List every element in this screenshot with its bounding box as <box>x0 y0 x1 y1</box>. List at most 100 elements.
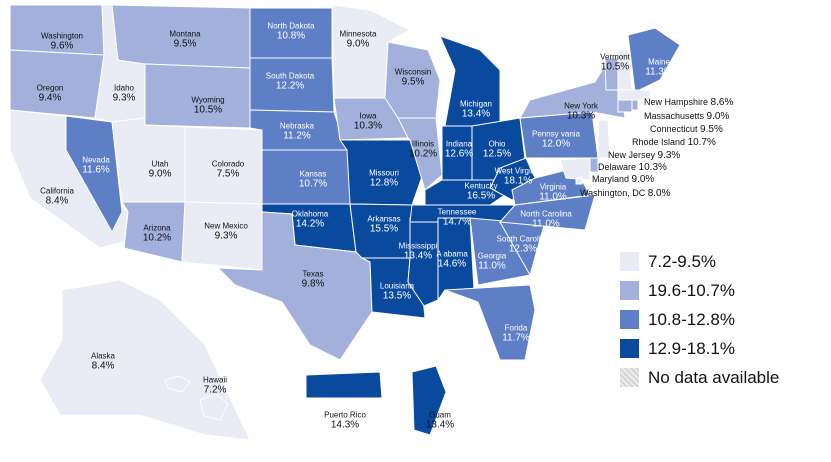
label-new-jersey-name: New Jersey <box>608 150 656 160</box>
label-hawaii: Hawaii 7.2% <box>203 376 227 397</box>
legend-item: 12.9-18.1% <box>620 334 779 363</box>
label-washington: Washington 9.6% <box>41 32 83 53</box>
label-tennessee-name: Tennessee <box>437 207 477 217</box>
label-missouri-name: Missouri <box>369 168 399 178</box>
region-hawaii <box>164 375 229 421</box>
label-new-mexico-name: New Mexico <box>204 221 248 231</box>
legend-swatch <box>620 368 639 387</box>
label-north-carolina-name: North Carolina <box>520 209 572 219</box>
label-illinois-value: 10.2% <box>408 148 438 160</box>
label-ohio-value: 12.5% <box>482 148 512 160</box>
label-dc: Washington, DC 8.0% <box>580 188 671 199</box>
label-colorado-value: 7.5% <box>216 168 240 180</box>
label-massachusetts-name: Massachusetts <box>644 111 705 121</box>
label-virginia-value: 11.0% <box>539 191 567 203</box>
label-oregon-name: Oregon <box>36 83 64 93</box>
label-nebraska: Nebraska 11.2% <box>280 122 314 143</box>
label-north-dakota-name: North Dakota <box>267 21 315 31</box>
region-connecticut <box>617 99 633 113</box>
label-massachusetts-value: 9.0% <box>706 111 730 122</box>
label-maine: Maine 11.3% <box>645 58 673 79</box>
legend-item: No data available <box>620 363 779 392</box>
label-alaska-value: 8.4% <box>91 360 115 372</box>
label-indiana: Indiana 12.6% <box>445 140 473 161</box>
label-alabama-value: 14.6% <box>437 258 467 270</box>
label-maine-value: 11.3% <box>645 66 673 78</box>
label-pennsylvania-value: 12.0% <box>541 138 571 150</box>
label-tennessee-value: 14.7% <box>442 216 472 228</box>
label-virginia: Virginia 11.0% <box>539 183 567 204</box>
label-mississippi-value: 13.4% <box>403 250 433 262</box>
label-missouri-value: 12.8% <box>369 177 399 189</box>
label-iowa: Iowa 10.3% <box>354 112 382 133</box>
label-arizona: Arizona 10.2% <box>143 224 171 245</box>
label-georgia-name: Georgia <box>477 251 507 261</box>
label-texas-name: Texas <box>302 269 324 279</box>
label-illinois-name: Illinois <box>411 139 435 149</box>
label-oregon-value: 9.4% <box>38 92 62 104</box>
region-texas <box>216 211 373 361</box>
label-iowa-name: Iowa <box>359 111 377 121</box>
label-montana-value: 9.5% <box>173 38 197 50</box>
label-alabama-name: A abama <box>436 249 468 259</box>
label-guam-name: Guam <box>429 410 451 420</box>
label-minnesota: Minnesota 9.0% <box>340 30 377 51</box>
label-guam: Guam 13.4% <box>426 411 454 432</box>
label-rhode-island-name: Rhode Island <box>632 137 686 147</box>
label-puerto-rico-value: 14.3% <box>330 419 360 431</box>
label-arizona-name: Arizona <box>143 223 171 233</box>
label-florida: Forida 11.7% <box>502 324 530 345</box>
state-shapes <box>9 4 681 441</box>
label-oklahoma-name: Oklahoma <box>291 209 329 219</box>
label-kentucky: Kentucky 16.5% <box>465 182 498 203</box>
label-michigan-value: 13.4% <box>461 108 491 120</box>
label-hawaii-value: 7.2% <box>203 384 227 396</box>
label-kentucky-name: Kentucky <box>464 181 498 191</box>
label-massachusetts: Massachusetts 9.0% <box>644 111 729 122</box>
label-montana-name: Montana <box>169 29 201 39</box>
label-rhode-island: Rhode Island 10.7% <box>632 137 716 148</box>
label-north-carolina: North Carolina 11.0% <box>520 210 572 231</box>
label-maine-name: Maine <box>648 57 670 67</box>
label-louisiana-name: Louisiana <box>379 281 415 291</box>
label-north-carolina-value: 11.0% <box>532 218 560 230</box>
label-california-value: 8.4% <box>45 195 69 207</box>
label-louisiana-value: 13.5% <box>382 290 412 302</box>
label-michigan-name: Michigan <box>459 99 493 109</box>
label-south-dakota-value: 12.2% <box>275 80 305 92</box>
label-louisiana: Louisiana 13.5% <box>380 282 414 303</box>
region-alaska <box>39 279 251 441</box>
label-florida-name: Forida <box>504 323 528 333</box>
label-idaho-value: 9.3% <box>112 92 136 104</box>
label-california: California 8.4% <box>40 187 74 208</box>
label-wisconsin-value: 9.5% <box>401 76 425 88</box>
region-dc <box>575 177 583 185</box>
legend-label: No data available <box>648 367 780 387</box>
label-wyoming: Wyoming 10.5% <box>191 96 224 117</box>
region-nevada <box>65 115 123 234</box>
label-new-mexico-value: 9.3% <box>214 230 238 242</box>
label-utah-name: Utah <box>151 159 169 169</box>
label-pennsylvania-name: Pennsy vania <box>531 129 581 139</box>
label-wyoming-value: 10.5% <box>193 104 223 116</box>
legend-item: 10.8-12.8% <box>620 305 779 334</box>
label-tennessee: Tennessee 14.7% <box>438 208 477 229</box>
label-nebraska-value: 11.2% <box>283 130 311 142</box>
label-rhode-island-value: 10.7% <box>687 137 716 148</box>
label-delaware-value: 10.3% <box>638 162 667 173</box>
label-connecticut-value: 9.5% <box>700 124 723 135</box>
legend-swatch <box>620 310 639 329</box>
label-vermont: Vermont 10.5% <box>600 53 630 74</box>
label-south-dakota: South Dakota 12.2% <box>266 72 314 93</box>
label-hawaii-name: Hawaii <box>202 375 228 385</box>
label-vermont-value: 10.5% <box>600 61 630 73</box>
label-idaho: Idaho 9.3% <box>113 84 136 105</box>
region-massachusetts <box>617 89 651 101</box>
label-minnesota-name: Minnesota <box>339 29 377 39</box>
label-south-dakota-name: South Dakota <box>265 71 315 81</box>
label-texas-value: 9.8% <box>301 278 325 290</box>
region-arizona <box>121 201 186 263</box>
label-nevada-name: Nevada <box>82 155 110 165</box>
label-arkansas-value: 15.5% <box>369 223 399 235</box>
